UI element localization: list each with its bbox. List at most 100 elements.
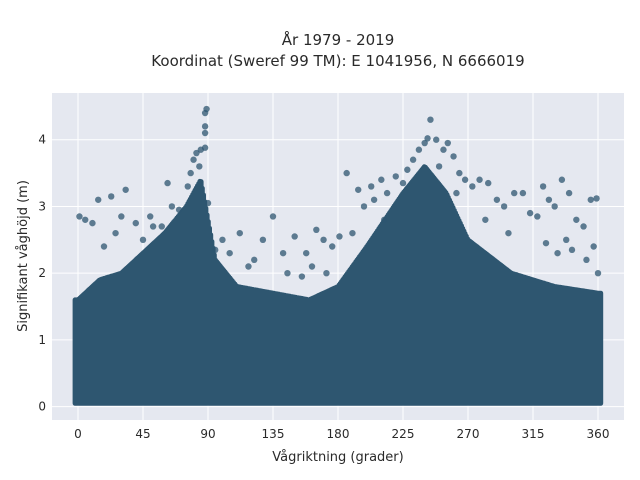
x-tick-label-1: 45 — [135, 427, 150, 441]
data-point-67 — [551, 203, 558, 210]
data-point-31 — [303, 249, 310, 257]
data-point-21 — [132, 219, 139, 227]
x-tick-labels: 0 45 90 135 180 225 270 315 360 — [74, 427, 609, 441]
data-point-43 — [392, 173, 399, 180]
data-point-25 — [236, 229, 243, 237]
data-point-33 — [320, 236, 327, 244]
data-point-66 — [545, 196, 553, 203]
data-point-81 — [139, 236, 147, 244]
x-axis-title: Vågriktning (grader) — [272, 450, 403, 465]
data-point-83 — [175, 206, 183, 213]
data-point-52 — [444, 139, 451, 147]
data-point-8 — [190, 156, 197, 163]
data-point-15 — [108, 193, 115, 200]
data-point-27 — [259, 236, 267, 244]
data-point-10 — [196, 163, 203, 170]
data-point-35 — [336, 233, 343, 240]
data-point-34 — [329, 243, 336, 250]
data-point-62 — [519, 189, 527, 197]
data-point-80 — [112, 229, 119, 237]
dense-point-region — [72, 164, 604, 406]
data-point-85 — [226, 249, 233, 257]
data-point-47 — [421, 139, 428, 147]
data-point-44 — [404, 166, 411, 173]
data-point-89 — [308, 263, 316, 270]
data-point-69 — [565, 189, 573, 197]
data-point-78 — [542, 239, 550, 247]
data-point-71 — [580, 223, 587, 230]
data-point-99 — [594, 269, 602, 277]
data-point-49 — [427, 116, 434, 123]
data-point-97 — [505, 229, 512, 237]
data-point-84 — [212, 246, 219, 254]
data-point-50 — [433, 136, 440, 143]
data-point-2 — [201, 123, 209, 130]
data-point-3 — [201, 129, 209, 137]
data-point-48 — [424, 135, 431, 142]
data-point-59 — [493, 196, 501, 203]
data-point-6 — [201, 144, 209, 151]
data-point-87 — [284, 269, 291, 277]
data-point-13 — [168, 203, 176, 210]
data-point-72 — [587, 196, 594, 203]
data-point-56 — [469, 183, 476, 190]
data-point-23 — [158, 223, 165, 230]
y-tick-label-3: 3 — [38, 199, 46, 213]
x-tick-label-4: 180 — [327, 427, 350, 441]
data-point-96 — [482, 216, 489, 223]
x-tick-label-5: 225 — [392, 427, 415, 441]
x-tick-label-3: 135 — [262, 427, 285, 441]
data-point-12 — [164, 179, 171, 187]
y-tick-label-4: 4 — [38, 133, 46, 147]
x-tick-label-7: 315 — [522, 427, 545, 441]
data-point-16 — [95, 196, 102, 203]
data-point-1 — [201, 109, 209, 117]
data-point-5 — [193, 149, 200, 157]
data-point-75 — [583, 256, 590, 264]
data-point-88 — [298, 273, 306, 280]
data-point-95 — [453, 189, 460, 197]
data-point-32 — [313, 226, 320, 234]
y-tick-labels: 0 1 2 3 4 — [38, 133, 46, 414]
x-tick-label-8: 360 — [587, 427, 610, 441]
y-axis-title: Signifikant våghöjd (m) — [16, 180, 31, 332]
data-point-40 — [370, 196, 378, 203]
data-point-92 — [381, 216, 388, 223]
data-point-20 — [118, 213, 125, 220]
data-point-58 — [485, 179, 492, 187]
chart-title-line-2: Koordinat (Sweref 99 TM): E 1041956, N 6… — [151, 52, 524, 70]
data-point-57 — [476, 176, 483, 183]
dense-point-cloud — [72, 164, 604, 406]
data-point-38 — [360, 203, 368, 210]
data-point-98 — [563, 236, 570, 244]
data-point-53 — [450, 153, 457, 160]
data-point-65 — [539, 183, 547, 190]
data-point-36 — [343, 169, 350, 177]
data-point-28 — [269, 213, 277, 220]
y-tick-label-2: 2 — [38, 266, 46, 280]
data-point-39 — [368, 183, 375, 190]
data-point-91 — [349, 229, 356, 237]
data-point-70 — [573, 216, 580, 223]
data-point-9 — [204, 199, 212, 207]
data-point-19 — [89, 219, 96, 227]
data-point-51 — [440, 146, 447, 153]
data-point-7 — [187, 169, 194, 177]
x-tick-label-0: 0 — [74, 427, 82, 441]
data-point-54 — [456, 169, 463, 177]
data-point-55 — [461, 176, 469, 183]
data-point-26 — [251, 256, 258, 264]
y-tick-label-0: 0 — [38, 400, 46, 414]
data-point-30 — [291, 233, 298, 240]
data-point-82 — [149, 223, 157, 230]
data-point-11 — [184, 183, 191, 190]
data-point-60 — [500, 203, 508, 210]
data-point-94 — [435, 163, 443, 170]
data-point-42 — [383, 189, 391, 197]
data-point-37 — [355, 186, 362, 193]
data-point-73 — [593, 195, 600, 202]
data-point-64 — [534, 213, 541, 220]
data-point-41 — [378, 176, 385, 183]
data-point-90 — [323, 269, 330, 277]
